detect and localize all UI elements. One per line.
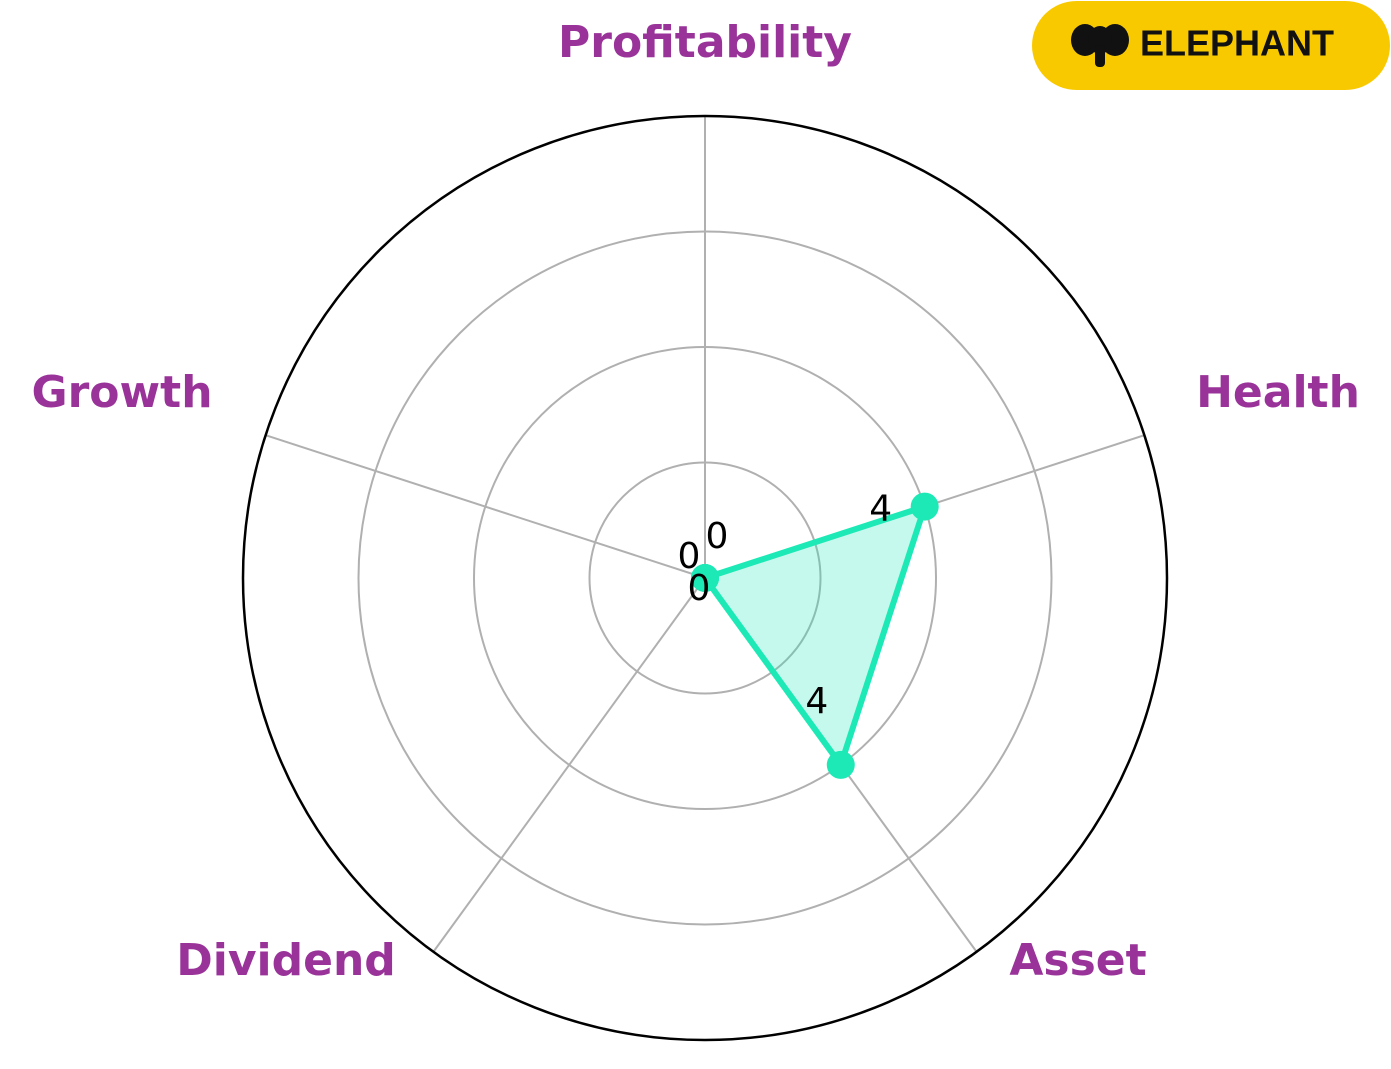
logo-icon xyxy=(1071,24,1129,67)
value-label: 0 xyxy=(688,568,711,609)
radar-area xyxy=(702,503,928,768)
data-point xyxy=(691,564,719,592)
logo-badge xyxy=(1032,1,1390,90)
value-label: 4 xyxy=(805,681,828,722)
logo-text: ELEPHANT xyxy=(1140,23,1334,64)
spoke xyxy=(265,434,706,579)
data-point xyxy=(910,492,939,521)
value-label: 4 xyxy=(869,489,892,530)
category-label: Health xyxy=(1196,367,1360,418)
spoke xyxy=(432,577,706,953)
value-label: 0 xyxy=(706,516,729,557)
value-label: 0 xyxy=(678,536,701,577)
logo: ELEPHANT xyxy=(1032,1,1390,90)
outer-ring xyxy=(241,114,1169,1042)
category-label: Growth xyxy=(31,367,212,418)
category-label: Profitability xyxy=(558,17,852,68)
data-point xyxy=(826,750,855,779)
category-label: Dividend xyxy=(176,935,396,986)
category-label: Asset xyxy=(1009,935,1146,986)
